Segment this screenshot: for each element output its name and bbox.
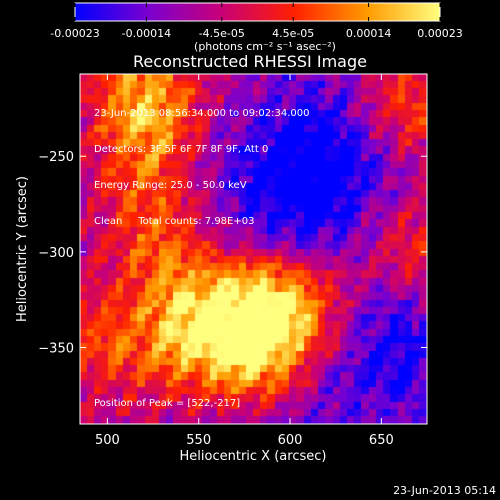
observation-info: 23-Jun-2013 08:56:34.000 to 09:02:34.000… (94, 84, 310, 240)
y-axis-label: Heliocentric Y (arcsec) (15, 176, 30, 322)
x-axis-label: Heliocentric X (arcsec) (180, 449, 327, 464)
colorbar-bar (74, 2, 441, 22)
colorbar-tick-label: -0.00014 (122, 27, 171, 40)
x-tick-label: 600 (278, 433, 303, 448)
x-tick-label: 650 (369, 433, 394, 448)
x-axis-ticks: 500 550 600 650 (95, 74, 394, 448)
y-tick-label: −350 (38, 341, 74, 356)
y-tick-label: −250 (38, 150, 74, 165)
colorbar-ticks: -0.00023 -0.00014 -4.5e-05 4.5e-05 0.00014 0.… (50, 3, 463, 40)
y-axis-ticks: −250 −300 −350 (38, 150, 427, 356)
colorbar-tick-label: 0.00023 (417, 27, 463, 40)
colorbar-tick-label: 4.5e-05 (272, 27, 314, 40)
annotation-detectors: Detectors: 3F 5F 6F 7F 8F 9F, Att 0 (94, 144, 269, 155)
colorbar-tick-label: 0.00014 (346, 27, 392, 40)
peak-position-label: Position of Peak = [522,-217] (94, 398, 241, 409)
annotation-time-range: 23-Jun-2013 08:56:34.000 to 09:02:34.000 (94, 108, 310, 119)
colorbar-tick-label: -0.00023 (50, 27, 99, 40)
plot-frame (79, 73, 428, 425)
colorbar: -0.00023 -0.00014 -4.5e-05 4.5e-05 0.00014 0.… (50, 2, 463, 53)
annotation-total-counts: Clean Total counts: 7.98E+03 (94, 216, 255, 227)
annotation-energy-range: Energy Range: 25.0 - 50.0 keV (94, 180, 247, 191)
colorbar-tick-label: -4.5e-05 (199, 27, 245, 40)
chart-title: Reconstructed RHESSI Image (133, 52, 367, 71)
plot-timestamp: 23-Jun-2013 05:14 (393, 484, 496, 497)
heatmap-image (80, 74, 427, 424)
colorbar-unit-label: (photons cm⁻² s⁻¹ asec⁻²) (194, 40, 336, 53)
y-tick-label: −300 (38, 246, 74, 261)
x-tick-label: 500 (95, 433, 120, 448)
x-tick-label: 550 (186, 433, 211, 448)
